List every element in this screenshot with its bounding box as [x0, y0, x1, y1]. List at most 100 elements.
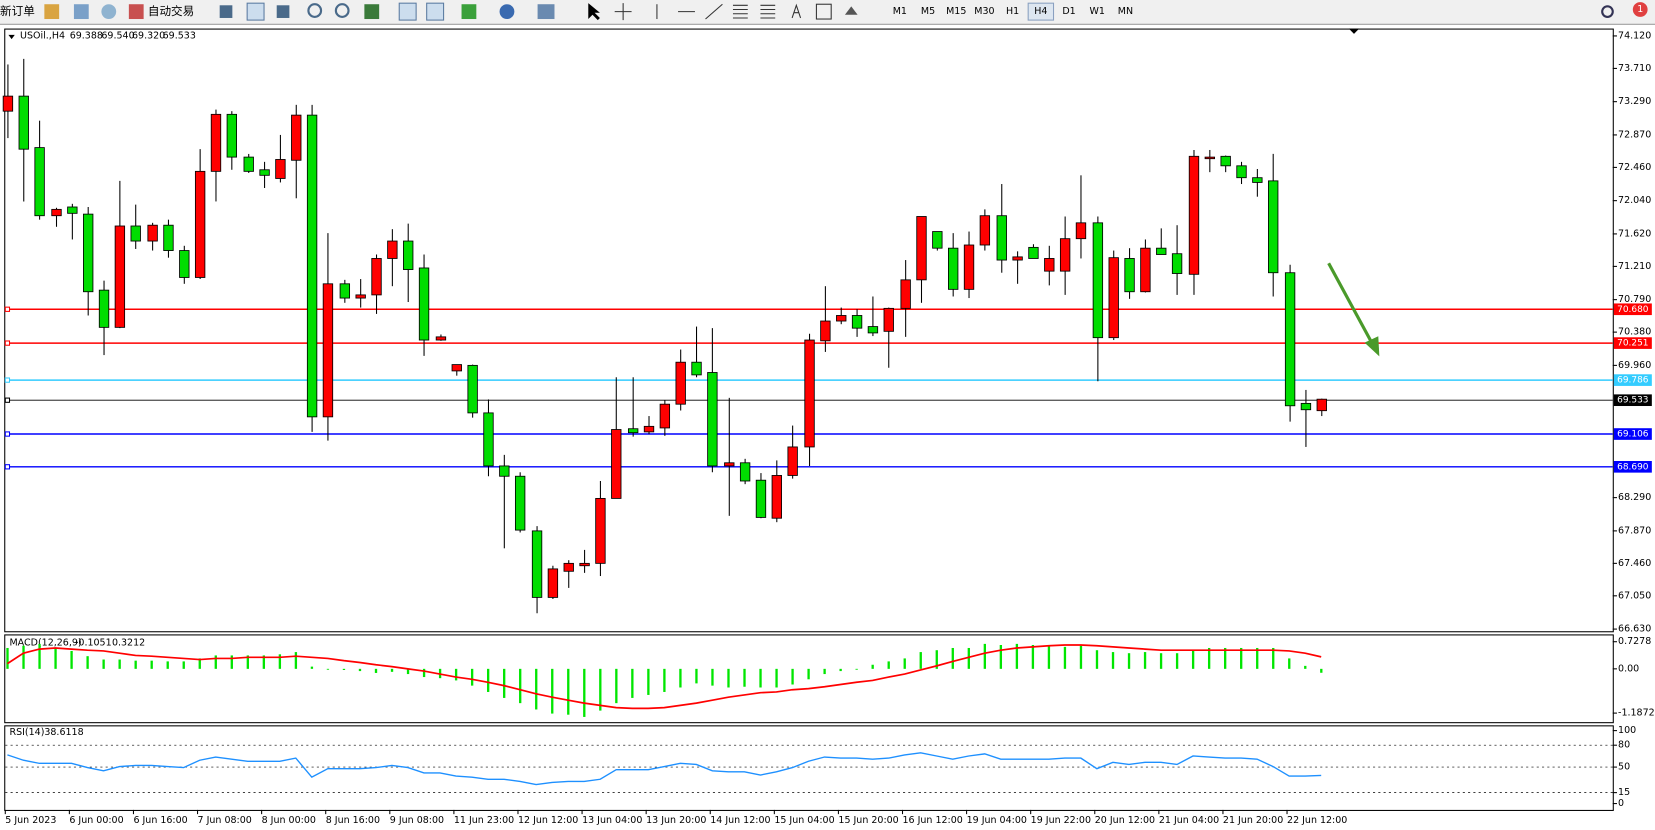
- icon[interactable]: [537, 4, 555, 20]
- macd-histogram-bar: [871, 664, 874, 669]
- icon[interactable]: [426, 2, 445, 21]
- macd-histogram-bar: [470, 668, 474, 686]
- icon[interactable]: [815, 3, 832, 20]
- candle-body: [547, 568, 559, 598]
- icon[interactable]: [760, 4, 776, 19]
- icon[interactable]: [101, 4, 117, 20]
- timeframe-button[interactable]: MN: [1118, 6, 1133, 17]
- macd-histogram-bar: [503, 668, 506, 698]
- timeframe-button[interactable]: M30: [974, 6, 994, 17]
- macd-histogram-bar: [1143, 652, 1147, 669]
- candle-body: [739, 462, 751, 482]
- icon[interactable]: [398, 2, 417, 21]
- macd-histogram-bar: [54, 647, 57, 669]
- x-tick-label: 20 Jun 12:00: [1095, 815, 1155, 826]
- timeframe-selected[interactable]: [1027, 2, 1055, 21]
- x-tick-label: 19 Jun 22:00: [1031, 815, 1091, 826]
- y-tick-label: 70.790: [1618, 294, 1651, 305]
- macd-histogram-bar: [663, 668, 666, 692]
- macd-histogram-bar: [695, 668, 698, 684]
- macd-histogram-bar: [102, 659, 105, 669]
- level-label-bg: [1613, 460, 1652, 473]
- level-label: 69.786: [1617, 376, 1649, 386]
- level-label: 69.106: [1617, 430, 1649, 440]
- candle-body: [275, 159, 286, 179]
- icon[interactable]: [307, 3, 323, 18]
- notification-badge[interactable]: [1632, 2, 1648, 17]
- tool-icons: [219, 2, 858, 21]
- macd-histogram-bar: [390, 668, 394, 672]
- candle-body: [243, 156, 254, 172]
- macd-histogram-bar: [887, 661, 890, 669]
- level-label-bg: [1613, 394, 1652, 407]
- candle-body: [1284, 272, 1296, 407]
- level-label-bg: [1613, 374, 1652, 386]
- icon[interactable]: [73, 4, 89, 20]
- macd-histogram-bar: [535, 668, 538, 710]
- candle-body: [611, 429, 622, 499]
- icon[interactable]: [246, 2, 265, 21]
- timeframe-button[interactable]: W1: [1090, 6, 1105, 17]
- level-marker: [4, 377, 11, 383]
- auto-trade-icon[interactable]: [128, 4, 144, 20]
- macd-histogram-bar: [967, 647, 970, 669]
- candle-body: [1044, 258, 1055, 272]
- macd-histogram-bar: [374, 668, 378, 673]
- candle-body: [163, 224, 174, 251]
- search-icon[interactable]: [1601, 5, 1614, 18]
- icon[interactable]: [364, 4, 380, 20]
- candle-body: [467, 364, 478, 414]
- macd-histogram-bar: [1095, 650, 1099, 669]
- x-tick-label: 13 Jun 20:00: [646, 815, 706, 826]
- x-tick-label: 21 Jun 04:00: [1159, 815, 1219, 826]
- ohlc-label: 69.320: [132, 30, 165, 41]
- level-marker: [4, 431, 11, 437]
- candle-body: [771, 475, 782, 519]
- timeframe-button[interactable]: M1: [893, 6, 907, 17]
- macd-histogram-bar: [38, 643, 41, 669]
- candle-body: [34, 147, 45, 217]
- y-tick-label: 70.380: [1618, 327, 1651, 338]
- candle-body: [18, 95, 29, 150]
- icon[interactable]: [499, 4, 515, 20]
- icon[interactable]: [461, 4, 477, 20]
- candle-body: [963, 244, 975, 290]
- icon[interactable]: [705, 3, 723, 20]
- level-label-bg: [1613, 337, 1652, 349]
- candle-body: [1059, 238, 1071, 272]
- timeframe-button[interactable]: M5: [921, 6, 935, 17]
- candle-body: [979, 215, 991, 246]
- timeframe-button[interactable]: D1: [1062, 6, 1075, 17]
- candle-body: [804, 339, 815, 448]
- x-tick-label: 19 Jun 04:00: [967, 815, 1027, 826]
- chart-shift-marker: [1348, 28, 1360, 34]
- icon[interactable]: [791, 3, 802, 19]
- rsi-panel: [4, 725, 1614, 811]
- macd-histogram-bar: [1063, 646, 1067, 669]
- icon[interactable]: [276, 5, 290, 18]
- macd-histogram-bar: [743, 668, 746, 687]
- auto-trade-button[interactable]: 自动交易: [148, 4, 194, 18]
- icon[interactable]: [844, 6, 858, 15]
- candle-body: [435, 336, 447, 341]
- macd-histogram-bar: [454, 668, 458, 681]
- symbol-label: USOil.,H4: [20, 30, 65, 41]
- x-tick-label: 8 Jun 00:00: [262, 815, 316, 826]
- timeframe-button[interactable]: H1: [1006, 6, 1019, 17]
- icon[interactable]: [732, 4, 748, 19]
- y-tick-label: 100: [1618, 725, 1636, 736]
- icon[interactable]: [219, 5, 233, 18]
- candle-body: [306, 114, 318, 418]
- icon[interactable]: [614, 3, 632, 21]
- icon[interactable]: [44, 4, 60, 20]
- candle-body: [851, 315, 863, 329]
- timeframe-button[interactable]: M15: [946, 6, 966, 17]
- candle-body: [67, 206, 78, 214]
- timeframe-button[interactable]: H4: [1034, 6, 1047, 17]
- icon[interactable]: [334, 3, 350, 18]
- y-tick-label: 69.960: [1618, 360, 1651, 371]
- icon[interactable]: [588, 3, 600, 21]
- new-order-button[interactable]: 新订单: [0, 4, 35, 18]
- candle-body: [322, 283, 334, 418]
